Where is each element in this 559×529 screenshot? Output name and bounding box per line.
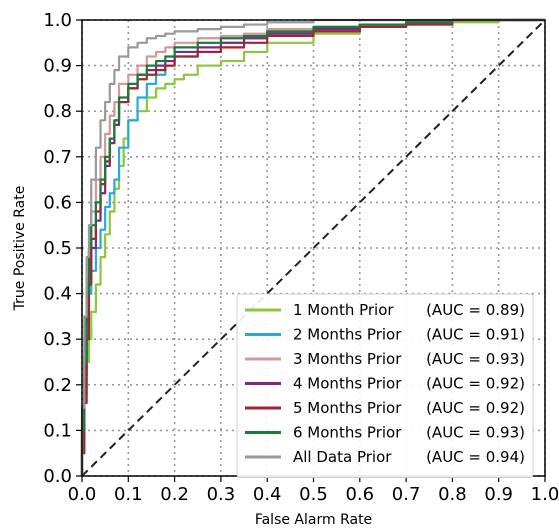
x-tick-label: 0.9 <box>484 484 513 505</box>
x-tick-label: 0.6 <box>345 484 374 505</box>
x-tick-label: 0.0 <box>68 484 97 505</box>
y-tick-label: 0.5 <box>43 238 72 259</box>
legend-label: 1 Month Prior <box>293 301 394 319</box>
y-tick-label: 0.3 <box>43 329 72 350</box>
x-axis-ticks: 0.0 0.1 0.2 0.3 0.4 0.5 0.6 0.7 0.8 0.9 1.0 <box>68 476 559 505</box>
legend-box <box>236 293 534 478</box>
curve-all-data-prior <box>80 18 545 476</box>
legend-auc: (AUC = 0.92) <box>426 375 525 393</box>
y-tick-label: 0.1 <box>43 420 72 441</box>
x-tick-label: 0.5 <box>299 484 328 505</box>
legend-auc: (AUC = 0.89) <box>426 301 525 319</box>
x-tick-label: 0.2 <box>160 484 189 505</box>
y-tick-label: 1.0 <box>43 10 72 31</box>
y-tick-label: 0.4 <box>43 284 72 305</box>
legend-auc: (AUC = 0.94) <box>426 448 525 466</box>
y-axis-ticks: 0.0 0.1 0.2 0.3 0.4 0.5 0.6 0.7 0.8 0.9 1.0 <box>43 10 82 487</box>
legend-label: 3 Months Prior <box>293 350 402 368</box>
legend: 1 Month Prior (AUC = 0.89) 2 Months Prior (… <box>236 293 534 478</box>
y-tick-label: 0.9 <box>43 56 72 77</box>
legend-label: 6 Months Prior <box>293 424 402 442</box>
legend-label: 2 Months Prior <box>293 326 402 344</box>
x-tick-label: 0.8 <box>438 484 467 505</box>
x-tick-label: 0.4 <box>253 484 282 505</box>
reference-diagonal-line <box>81 19 546 477</box>
legend-auc: (AUC = 0.93) <box>426 424 525 442</box>
legend-label: 4 Months Prior <box>293 375 402 393</box>
legend-auc: (AUC = 0.91) <box>426 326 525 344</box>
legend-label: 5 Months Prior <box>293 399 402 417</box>
y-tick-label: 0.8 <box>43 101 72 122</box>
x-tick-label: 0.3 <box>207 484 236 505</box>
x-tick-label: 0.7 <box>392 484 421 505</box>
x-axis-label: False Alarm Rate <box>255 512 372 528</box>
curve-5-months-prior <box>80 18 545 476</box>
legend-label: All Data Prior <box>293 448 392 466</box>
x-tick-label: 1.0 <box>531 484 559 505</box>
curve-6-months-prior <box>80 18 545 476</box>
x-tick-label: 0.1 <box>114 484 143 505</box>
y-tick-label: 0.7 <box>43 147 72 168</box>
y-axis-label: True Positive Rate <box>12 186 28 312</box>
y-tick-label: 0.6 <box>43 192 72 213</box>
legend-auc: (AUC = 0.93) <box>426 350 525 368</box>
roc-curves <box>80 18 545 476</box>
y-tick-label: 0.2 <box>43 375 72 396</box>
y-tick-label: 0.0 <box>43 466 72 487</box>
legend-auc: (AUC = 0.92) <box>426 399 525 417</box>
